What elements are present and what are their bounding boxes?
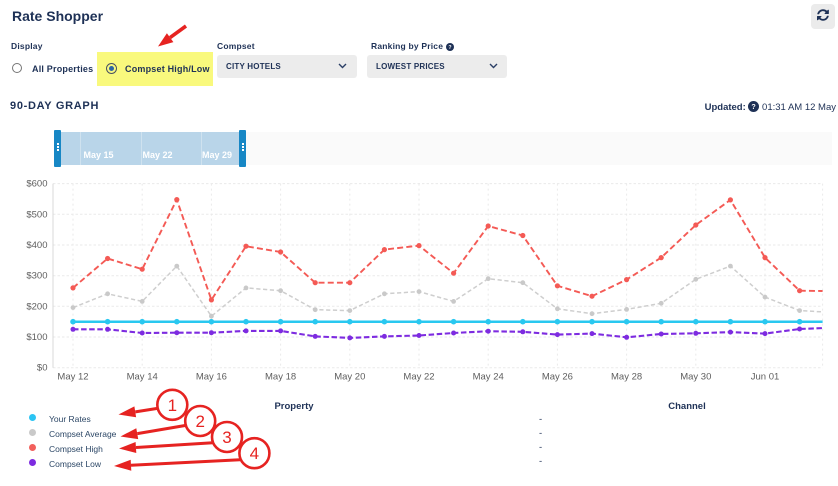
svg-text:$500: $500 <box>26 209 47 220</box>
svg-text:$400: $400 <box>26 240 47 251</box>
svg-text:$200: $200 <box>26 301 47 312</box>
svg-text:$300: $300 <box>26 271 47 282</box>
svg-text:May 12: May 12 <box>57 372 88 383</box>
svg-text:$0: $0 <box>37 363 48 374</box>
svg-text:May 30: May 30 <box>680 372 711 383</box>
svg-text:May 24: May 24 <box>473 372 504 383</box>
svg-text:May 26: May 26 <box>542 372 573 383</box>
svg-text:3: 3 <box>222 428 231 447</box>
svg-text:May 16: May 16 <box>196 372 227 383</box>
svg-text:$100: $100 <box>26 332 47 343</box>
svg-text:2: 2 <box>195 412 204 431</box>
svg-text:Jun 01: Jun 01 <box>751 372 780 383</box>
svg-text:?: ? <box>752 102 756 110</box>
svg-text:1: 1 <box>168 396 177 415</box>
svg-text:May 28: May 28 <box>611 372 642 383</box>
svg-text:May 20: May 20 <box>334 372 365 383</box>
svg-text:May 18: May 18 <box>265 372 296 383</box>
svg-text:May 22: May 22 <box>403 372 434 383</box>
svg-text:?: ? <box>448 45 451 51</box>
svg-text:4: 4 <box>250 444 259 463</box>
svg-text:May 14: May 14 <box>127 372 158 383</box>
svg-text:$600: $600 <box>26 179 47 190</box>
